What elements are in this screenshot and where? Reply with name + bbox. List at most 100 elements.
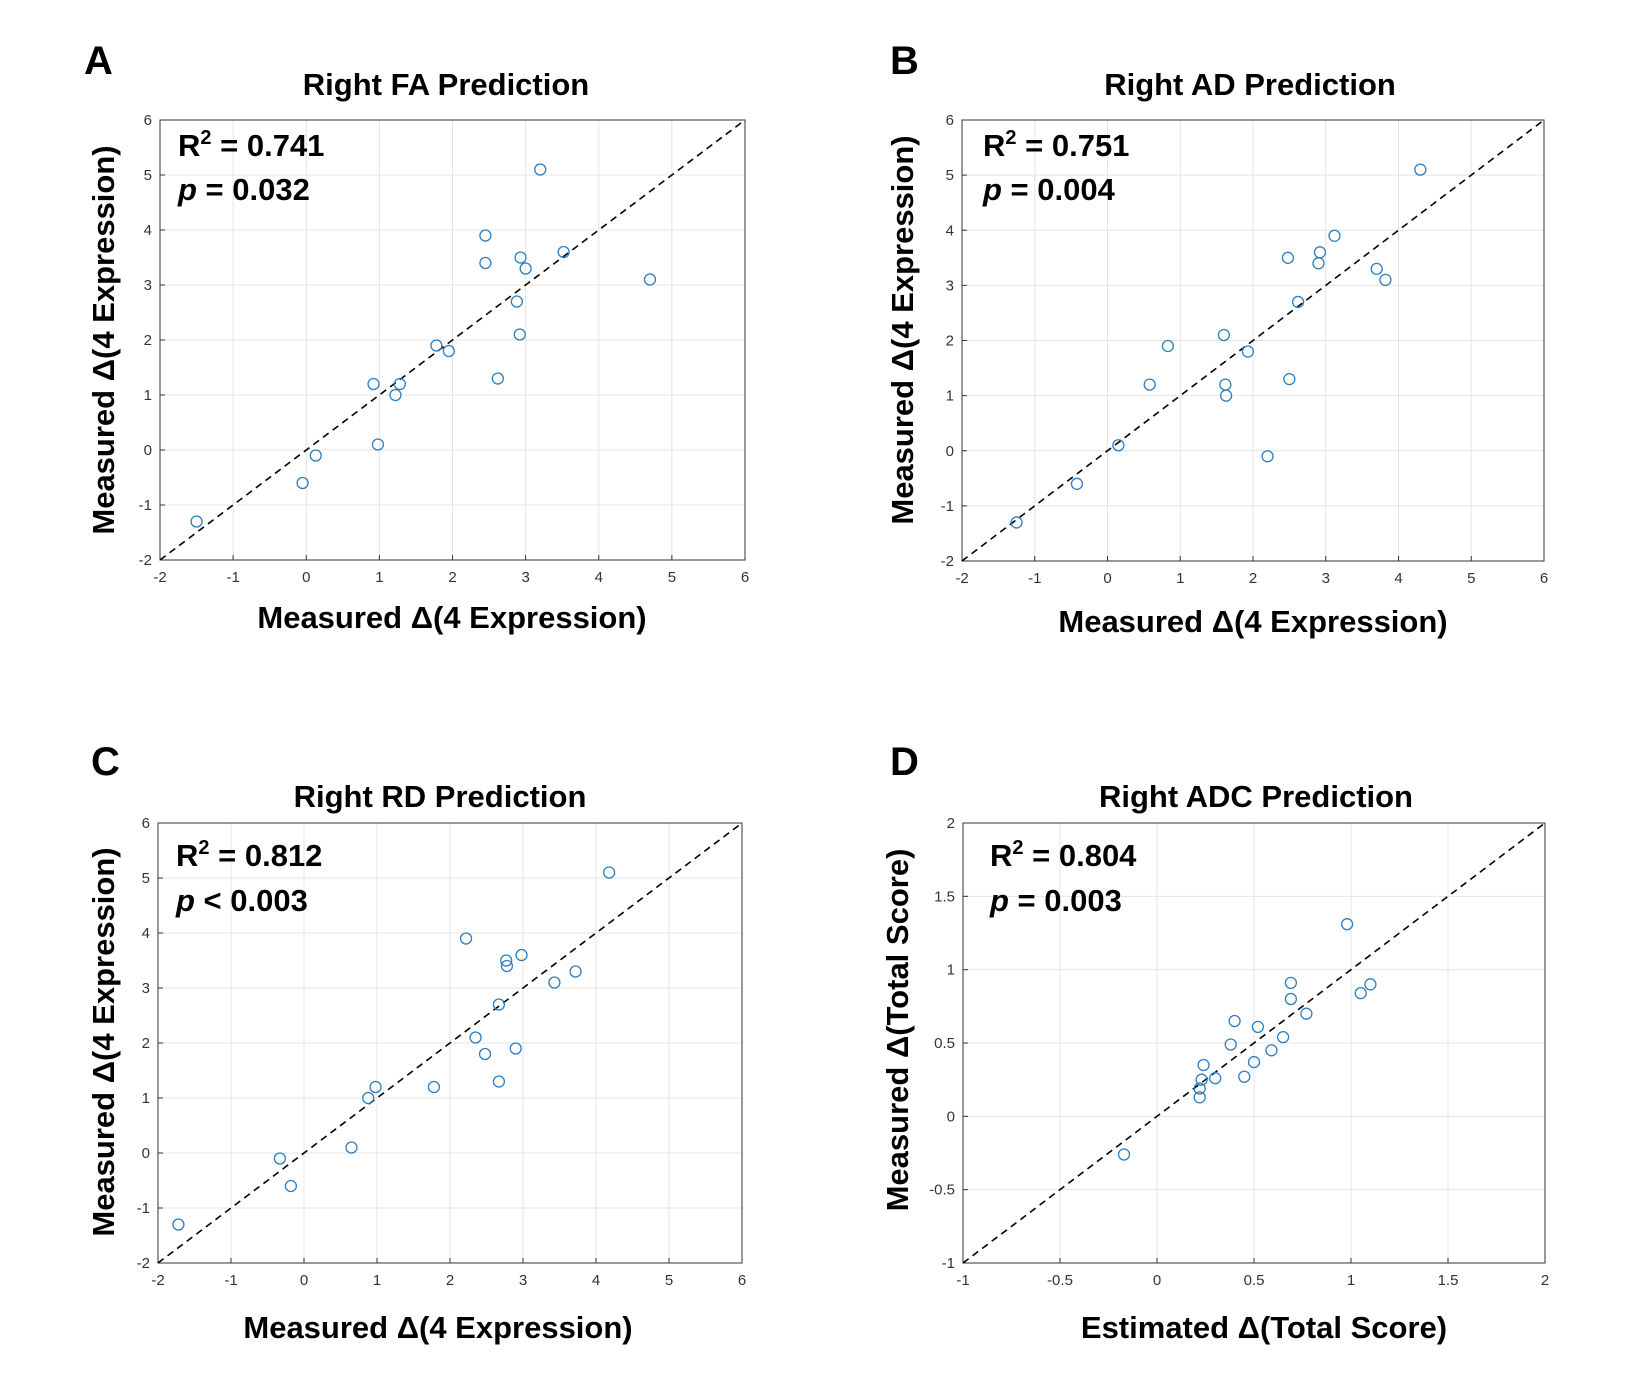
panel-c-x-tick-label: -2 bbox=[151, 1272, 164, 1289]
panel-d-y-axis-label: Measured Δ(Total Score) bbox=[880, 849, 915, 1212]
panel-d-data-point bbox=[1364, 978, 1377, 991]
panel-d-y-tick-label: 1.5 bbox=[934, 888, 955, 905]
panel-a-y-tick-label: 1 bbox=[144, 387, 152, 404]
panel-a-x-axis-label: Measured Δ(4 Expression) bbox=[257, 600, 646, 635]
panel-c-x-tick-label: 4 bbox=[592, 1272, 600, 1289]
panel-d-data-point bbox=[1354, 986, 1367, 1000]
panel-d-data-point bbox=[1251, 1020, 1265, 1034]
panel-a-x-tick-label: 2 bbox=[448, 569, 456, 586]
panel-c-data-point bbox=[469, 1031, 482, 1044]
panel-c-y-tick-label: -1 bbox=[137, 1200, 150, 1217]
panel-b-data-point bbox=[1217, 328, 1231, 342]
panel-d-data-point bbox=[1284, 976, 1298, 990]
panel-c-data-point bbox=[515, 948, 528, 962]
panel-c-data-point bbox=[602, 866, 616, 879]
panel-c-x-tick-label: 1 bbox=[373, 1272, 381, 1289]
panel-b-x-tick-label: 6 bbox=[1540, 570, 1548, 587]
panel-b-x-tick-label: 2 bbox=[1249, 570, 1257, 587]
panel-c-y-tick-label: -2 bbox=[137, 1255, 150, 1272]
panel-b-data-point bbox=[1328, 229, 1341, 242]
panel-a-data-point bbox=[371, 438, 385, 451]
panel-b-y-tick-label: 2 bbox=[946, 333, 954, 350]
panel-b-data-point bbox=[1143, 378, 1156, 391]
panel-a-x-tick-label: 1 bbox=[375, 569, 383, 586]
panel-a-reference-line bbox=[159, 119, 746, 561]
panel-a-data-point bbox=[513, 328, 526, 341]
panel-a-x-tick-label: 3 bbox=[521, 569, 529, 586]
panel-b: B Right AD Prediction -2 -1 0 1 2 3 4 5 6 -2 -1 0 1 2… bbox=[885, 39, 1548, 639]
panel-c-data-point bbox=[500, 954, 513, 967]
panel-b-letter: B bbox=[890, 39, 919, 83]
panel-d-y-tick-label: 0 bbox=[947, 1108, 955, 1125]
panel-b-p-value: = 0.004 bbox=[1002, 172, 1116, 207]
panel-d-x-tick-label: 0 bbox=[1153, 1272, 1161, 1289]
panel-b-r2-value: = 0.751 bbox=[1017, 128, 1130, 163]
panel-a-data-point bbox=[643, 273, 657, 286]
panel-a-r2: R2 = 0.741 bbox=[178, 127, 324, 163]
panel-c-y-tick-label: 2 bbox=[142, 1035, 150, 1052]
panel-c-r2-value: = 0.812 bbox=[210, 838, 323, 873]
panel-d-plot-area: -1 -0.5 0 0.5 1 1.5 2 -1 -0.5 0 0.5 1 1.5 2 bbox=[929, 815, 1549, 1289]
panel-a-y-tick-label: 2 bbox=[144, 332, 152, 349]
panel-a-p-label: p bbox=[177, 172, 197, 207]
panel-d-data-point bbox=[1276, 1030, 1290, 1044]
panel-b-x-tick-label: 4 bbox=[1394, 570, 1402, 587]
panel-d-reference-line bbox=[962, 822, 1546, 1264]
panel-d-y-tick-label: 2 bbox=[947, 815, 955, 832]
panel-a-r2-value: = 0.741 bbox=[212, 128, 325, 163]
panel-a: A Right FA Prediction -2 -1 0 1 2 3 4 5 6 -2 -1 0 1 2… bbox=[84, 39, 749, 635]
panel-c-x-tick-label: 5 bbox=[665, 1272, 673, 1289]
panel-b-y-tick-label: 3 bbox=[946, 277, 954, 294]
panel-b-y-tick-label: 4 bbox=[946, 222, 954, 239]
panel-a-data-point bbox=[309, 449, 322, 462]
panel-b-y-tick-label: 6 bbox=[946, 112, 954, 129]
panel-c-data-point bbox=[284, 1179, 298, 1193]
panel-b-data-point bbox=[1161, 339, 1175, 353]
panel-c-x-tick-label: 2 bbox=[446, 1272, 454, 1289]
panel-c-y-tick-label: 5 bbox=[142, 870, 150, 887]
panel-b-x-tick-label: 3 bbox=[1322, 570, 1330, 587]
panel-b-x-tick-label: 1 bbox=[1176, 570, 1184, 587]
panel-a-data-point bbox=[479, 229, 492, 242]
panel-d-data-point bbox=[1195, 1073, 1208, 1086]
panel-c-data-point bbox=[459, 932, 473, 945]
panel-a-p: p = 0.032 bbox=[177, 172, 310, 207]
panel-d-data-point bbox=[1300, 1007, 1313, 1020]
panel-b-x-tick-label: -2 bbox=[955, 570, 968, 587]
panel-b-reference-line bbox=[961, 119, 1545, 562]
panel-d-data-point bbox=[1224, 1038, 1237, 1051]
panel-c-data-point bbox=[427, 1080, 441, 1094]
panel-c-r2: R2 = 0.812 bbox=[176, 837, 322, 873]
panel-c-data-point bbox=[369, 1080, 382, 1094]
panel-b-data-point bbox=[1312, 257, 1325, 270]
panel-a-data-point bbox=[491, 372, 504, 385]
panel-a-x-tick-label: -2 bbox=[153, 569, 166, 586]
panel-a-title: Right FA Prediction bbox=[303, 67, 589, 102]
panel-c-y-tick-label: 6 bbox=[142, 815, 150, 832]
panel-b-title: Right AD Prediction bbox=[1104, 67, 1396, 102]
panel-d: D Right ADC Prediction -1 -0.5 0 0.5 1 1.5 2-1… bbox=[880, 740, 1549, 1345]
panel-b-y-tick-label: 1 bbox=[946, 388, 954, 405]
panel-c-data-point bbox=[509, 1042, 522, 1055]
panel-c-x-tick-label: -1 bbox=[224, 1272, 237, 1289]
panel-d-letter: D bbox=[890, 740, 919, 784]
panel-a-y-axis-label: Measured Δ(4 Expression) bbox=[86, 145, 121, 534]
panel-b-data-point bbox=[1291, 295, 1305, 309]
panel-c-data-point bbox=[273, 1152, 287, 1165]
panel-d-data-point bbox=[1265, 1044, 1278, 1057]
panel-c-y-tick-label: 1 bbox=[142, 1090, 150, 1107]
panel-a-data-point bbox=[479, 256, 492, 270]
panel-d-y-tick-label: 0.5 bbox=[934, 1035, 955, 1052]
panel-b-data-point bbox=[1261, 450, 1274, 463]
panel-c-data-point bbox=[492, 1075, 506, 1088]
panel-b-data-point bbox=[1010, 516, 1023, 529]
panel-b-y-tick-label: 0 bbox=[946, 443, 954, 460]
panel-b-p-label: p bbox=[982, 172, 1002, 207]
panel-d-r2: R2 = 0.804 bbox=[990, 837, 1137, 873]
panel-b-r2-label: R bbox=[983, 128, 1005, 163]
panel-c-letter: C bbox=[91, 740, 120, 784]
panel-a-letter: A bbox=[84, 39, 113, 83]
panel-d-data-point bbox=[1247, 1055, 1261, 1069]
panel-c-reference-line bbox=[157, 822, 743, 1264]
panel-b-x-tick-label: 0 bbox=[1103, 570, 1111, 587]
